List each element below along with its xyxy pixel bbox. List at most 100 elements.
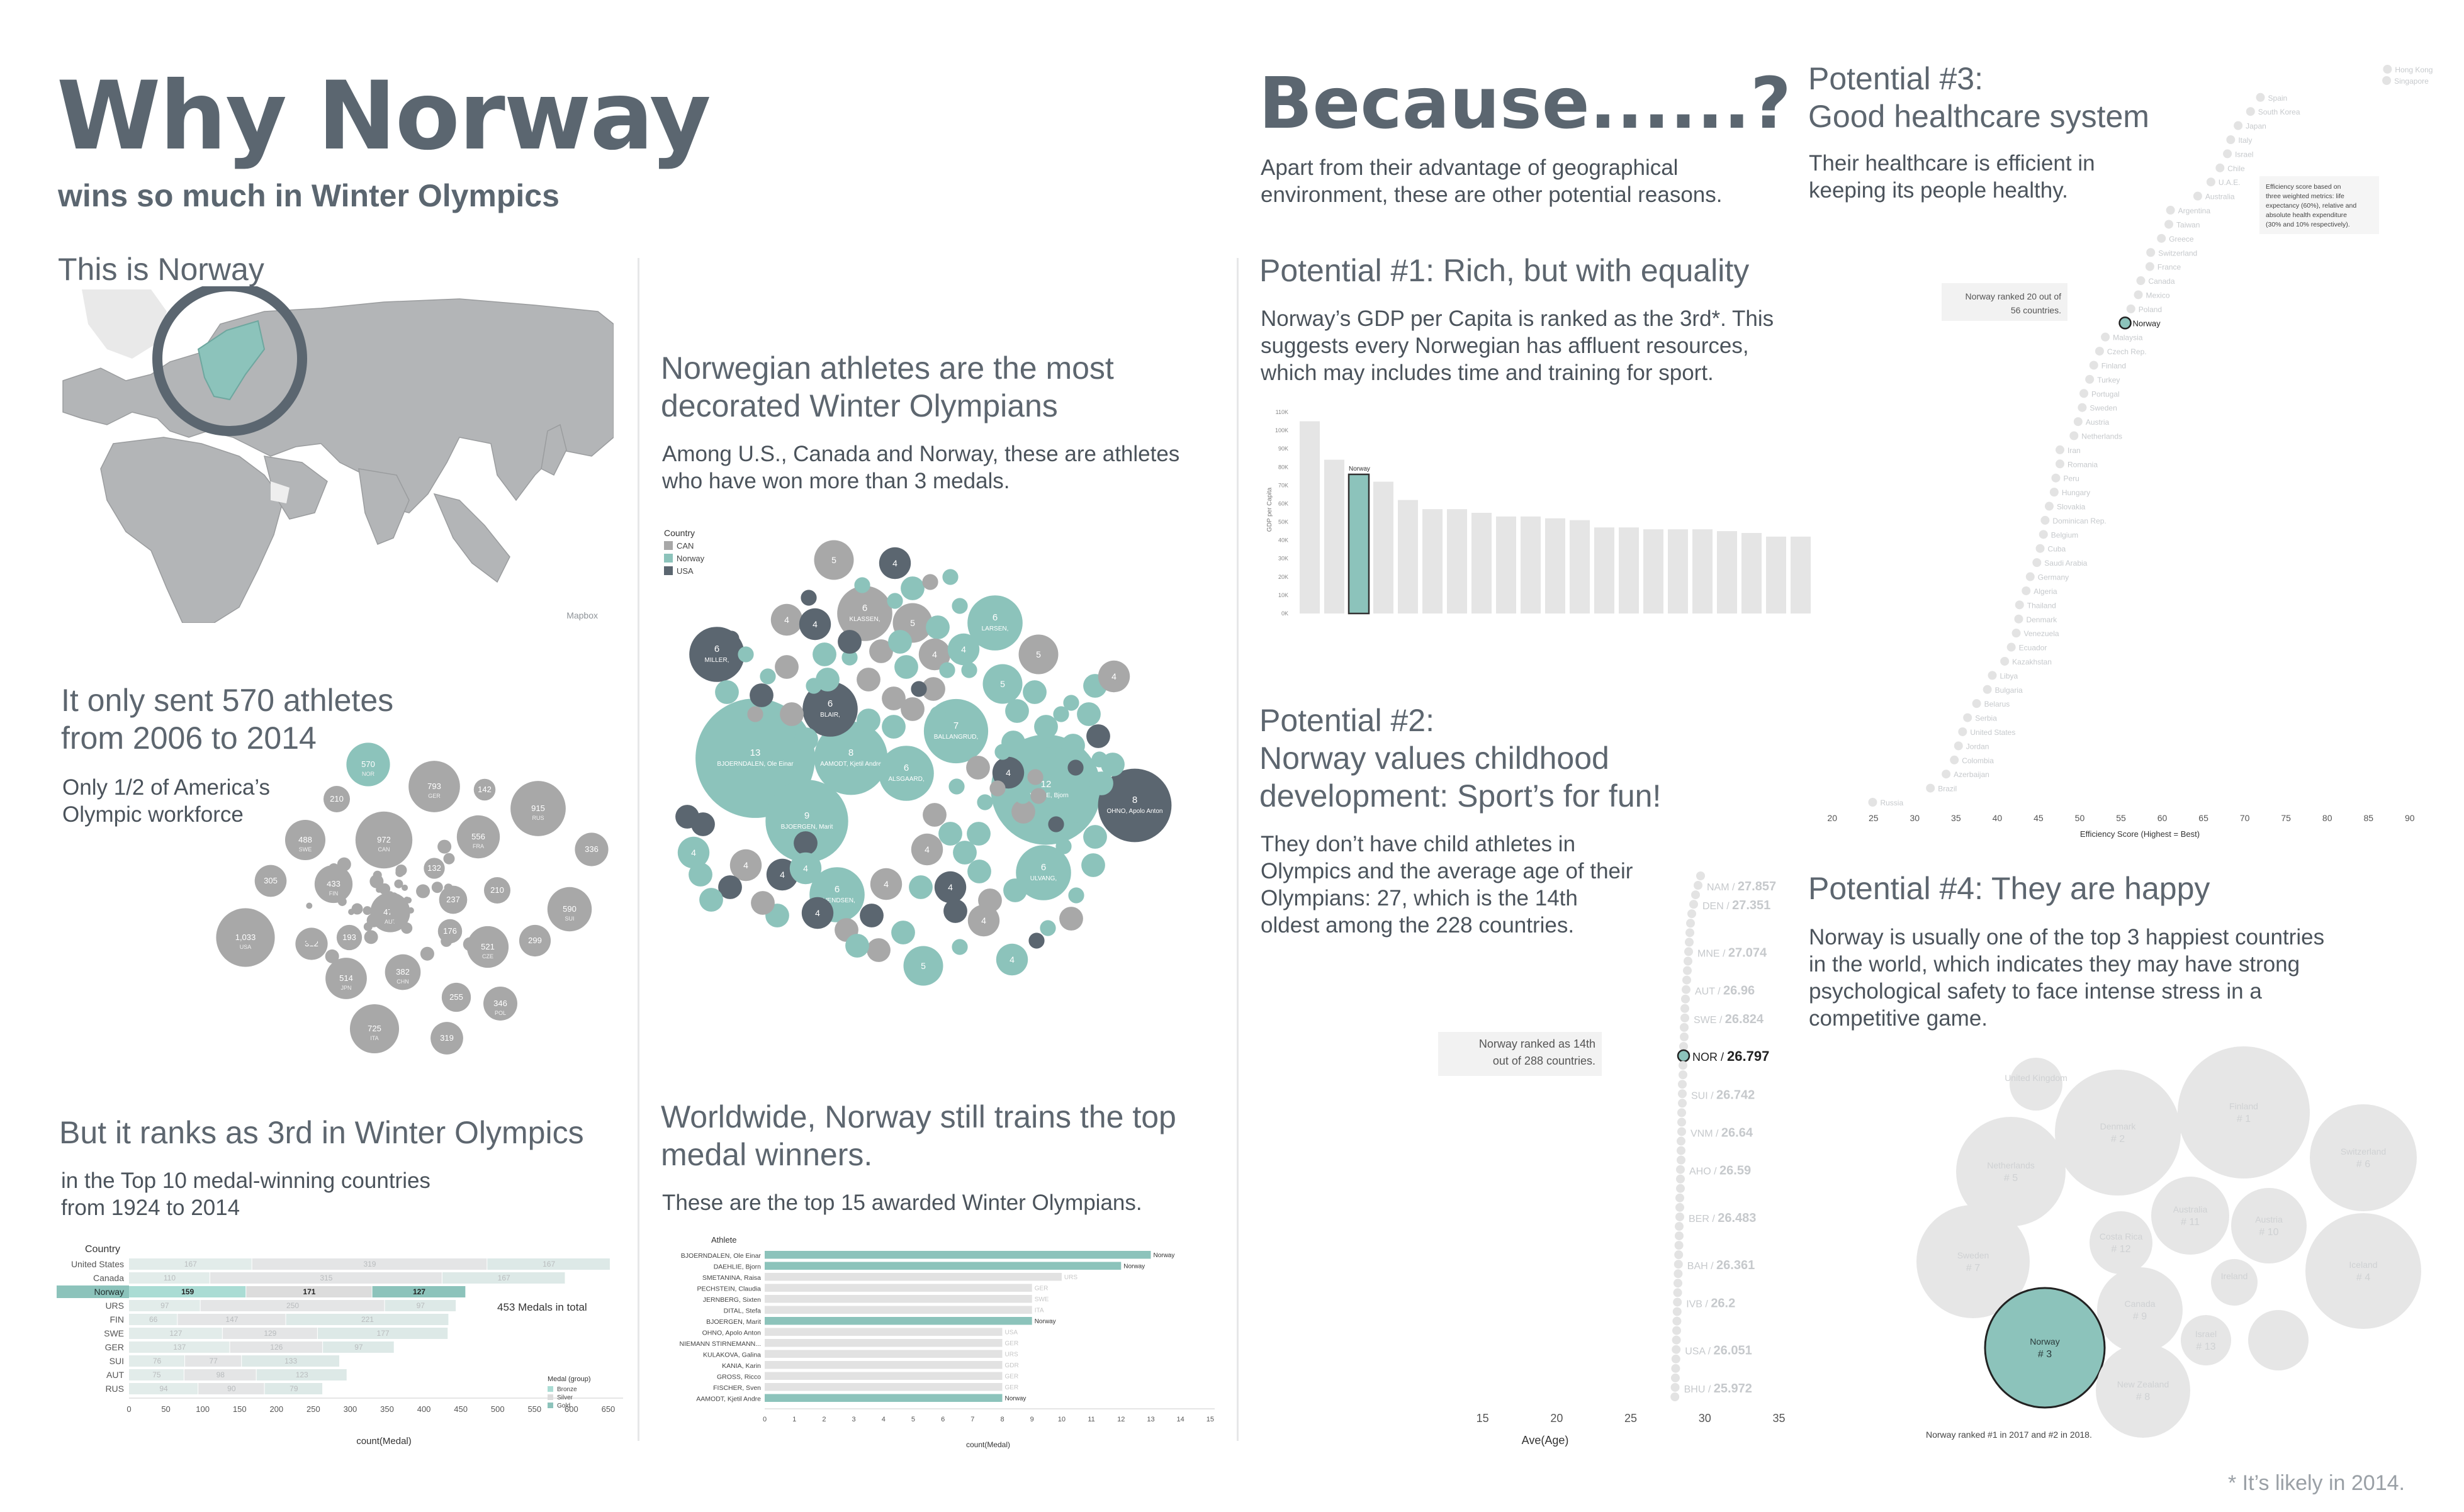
age-dot (1685, 938, 1694, 947)
medal-segment-label: 98 (217, 1370, 225, 1379)
decorated-small-bubble (814, 540, 854, 580)
decorated-small-bubble (838, 630, 862, 654)
top15-bar (765, 1317, 1032, 1325)
health-dot-label: Thailand (2027, 601, 2056, 610)
medal-bar-segment (317, 1328, 448, 1339)
happiness-bubble (1916, 1205, 2030, 1318)
decorated-small-bubble (1067, 759, 1084, 776)
health-dot (2226, 135, 2236, 145)
health-dot-label: Australia (2205, 193, 2235, 201)
decorated-small-bubble (903, 946, 943, 986)
athlete-bubble (284, 819, 326, 861)
decorated-heading: Norwegian athletes are the most decorate… (661, 349, 1114, 425)
happiness-country-label: Finland (2229, 1101, 2258, 1111)
age-dot (1687, 909, 1696, 919)
potential2-body: They don’t have child athletes in Olympi… (1261, 831, 1633, 939)
japan-shape (541, 423, 567, 476)
medal-segment-label: 127 (169, 1329, 182, 1338)
decorated-small-bubble-value: 4 (803, 863, 808, 873)
decorated-bubble-name: BALLANGRUD, (934, 734, 979, 741)
age-point-label: SUI / 26.742 (1691, 1088, 1755, 1102)
age-point-label: NOR / 26.797 (1692, 1048, 1769, 1064)
athlete-bubble (547, 887, 592, 932)
decorated-small-bubble (952, 939, 968, 955)
gdp-bar (1594, 527, 1614, 613)
health-dot-label: Japan (2246, 122, 2266, 131)
gdp-y-tick: 110K (1276, 409, 1288, 415)
because-body-line2: environment, these are other potential r… (1261, 182, 1723, 207)
potential4-body-line4: competitive game. (1809, 1006, 1988, 1031)
athlete-bubble (424, 858, 445, 879)
top15-country-label: ITA (1035, 1308, 1044, 1314)
gdp-bar (1447, 509, 1467, 613)
age-dot (1677, 1108, 1686, 1117)
age-dot (1680, 1013, 1689, 1022)
athlete-small-bubble (337, 897, 347, 906)
decorated-small-bubble (901, 697, 925, 721)
age-dot (1675, 1231, 1684, 1241)
decorated-small-bubble (806, 678, 822, 694)
norway-highlight-ring (152, 286, 307, 436)
gdp-y-tick: 90K (1278, 445, 1288, 452)
health-annotation-line1: Norway ranked 20 out of (1965, 291, 2061, 301)
decorated-athlete-bubble (967, 595, 1023, 651)
health-dot-label: United States (1970, 728, 2015, 737)
age-dot (1677, 1155, 1685, 1165)
top15-athlete-label: KULAKOVA, Galina (703, 1352, 761, 1359)
rank-body-line2: from 1924 to 2014 (61, 1196, 240, 1220)
because-heading: Because......? (1259, 63, 1791, 145)
top15-athlete-label: KANIA, Karin (722, 1362, 761, 1370)
athlete-bubble-value: 725 (368, 1024, 381, 1033)
decorated-legend-title: Country (664, 528, 695, 538)
decorated-small-bubble (813, 642, 836, 666)
top15-athlete-label: DITAL, Stefa (724, 1308, 761, 1315)
decorated-small-bubble-value: 4 (884, 879, 889, 889)
medal-segment-label: 94 (159, 1384, 168, 1393)
athlete-bubble (483, 876, 511, 904)
athlete-bubble (483, 987, 517, 1021)
health-dot-label: Singapore (2394, 77, 2429, 86)
health-dot (1963, 713, 1972, 722)
age-point-label: USA / 26.051 (1685, 1344, 1752, 1358)
medal-bar-segment (129, 1300, 200, 1311)
age-dot (1675, 1202, 1684, 1212)
health-dot (2126, 304, 2135, 313)
health-dot-label: Hong Kong (2395, 65, 2433, 74)
age-dot (1671, 1373, 1680, 1382)
top15-country-label: GDR (1005, 1362, 1019, 1369)
medal-bar-segment (129, 1355, 185, 1367)
decorated-small-bubble (1003, 878, 1027, 902)
athlete-bubble (510, 781, 566, 836)
decorated-small-bubble (699, 888, 723, 912)
india-shape (358, 468, 410, 545)
decorated-small-bubble (675, 805, 699, 829)
gdp-per-capita-bar: GDP per Capita 0K 10K 20K 30K 40K 50K 60K 70K 80… (1266, 409, 1811, 617)
athlete-small-bubble (375, 853, 387, 865)
gdp-bar (1422, 509, 1443, 613)
medal-legend-label: Silver (557, 1394, 573, 1401)
decorated-bubble-value: 12 (1041, 779, 1052, 790)
top15-x-tick: 10 (1058, 1416, 1066, 1423)
athletes-heading-line2: from 2006 to 2014 (61, 720, 317, 756)
gdp-bar (1398, 500, 1418, 613)
decorated-small-bubble (887, 593, 903, 609)
health-dot (1954, 741, 1963, 751)
age-annotation-line2: out of 288 countries. (1493, 1055, 1595, 1067)
decorated-small-bubble (1059, 907, 1083, 931)
norway-map: Mapbox (57, 286, 614, 623)
decorated-bubble-value: 9 (804, 810, 809, 821)
health-dot-label: Mexico (2146, 291, 2170, 300)
health-dot (2079, 389, 2089, 398)
athlete-bubble-value: 382 (396, 967, 410, 977)
medal-segment-label: 123 (296, 1370, 308, 1379)
decorated-small-bubble (867, 938, 891, 962)
athlete-small-bubble (402, 884, 408, 891)
health-dot-label: Belarus (1984, 700, 2010, 708)
age-dot (1685, 928, 1694, 938)
decorated-athlete-bubble (814, 721, 888, 795)
athlete-bubble-value: 305 (264, 876, 278, 885)
medal-bar-segment (177, 1314, 286, 1325)
decorated-small-bubble-value: 4 (1006, 768, 1011, 778)
health-x-tick: 80 (2322, 813, 2332, 823)
athlete-small-bubble (431, 882, 443, 893)
